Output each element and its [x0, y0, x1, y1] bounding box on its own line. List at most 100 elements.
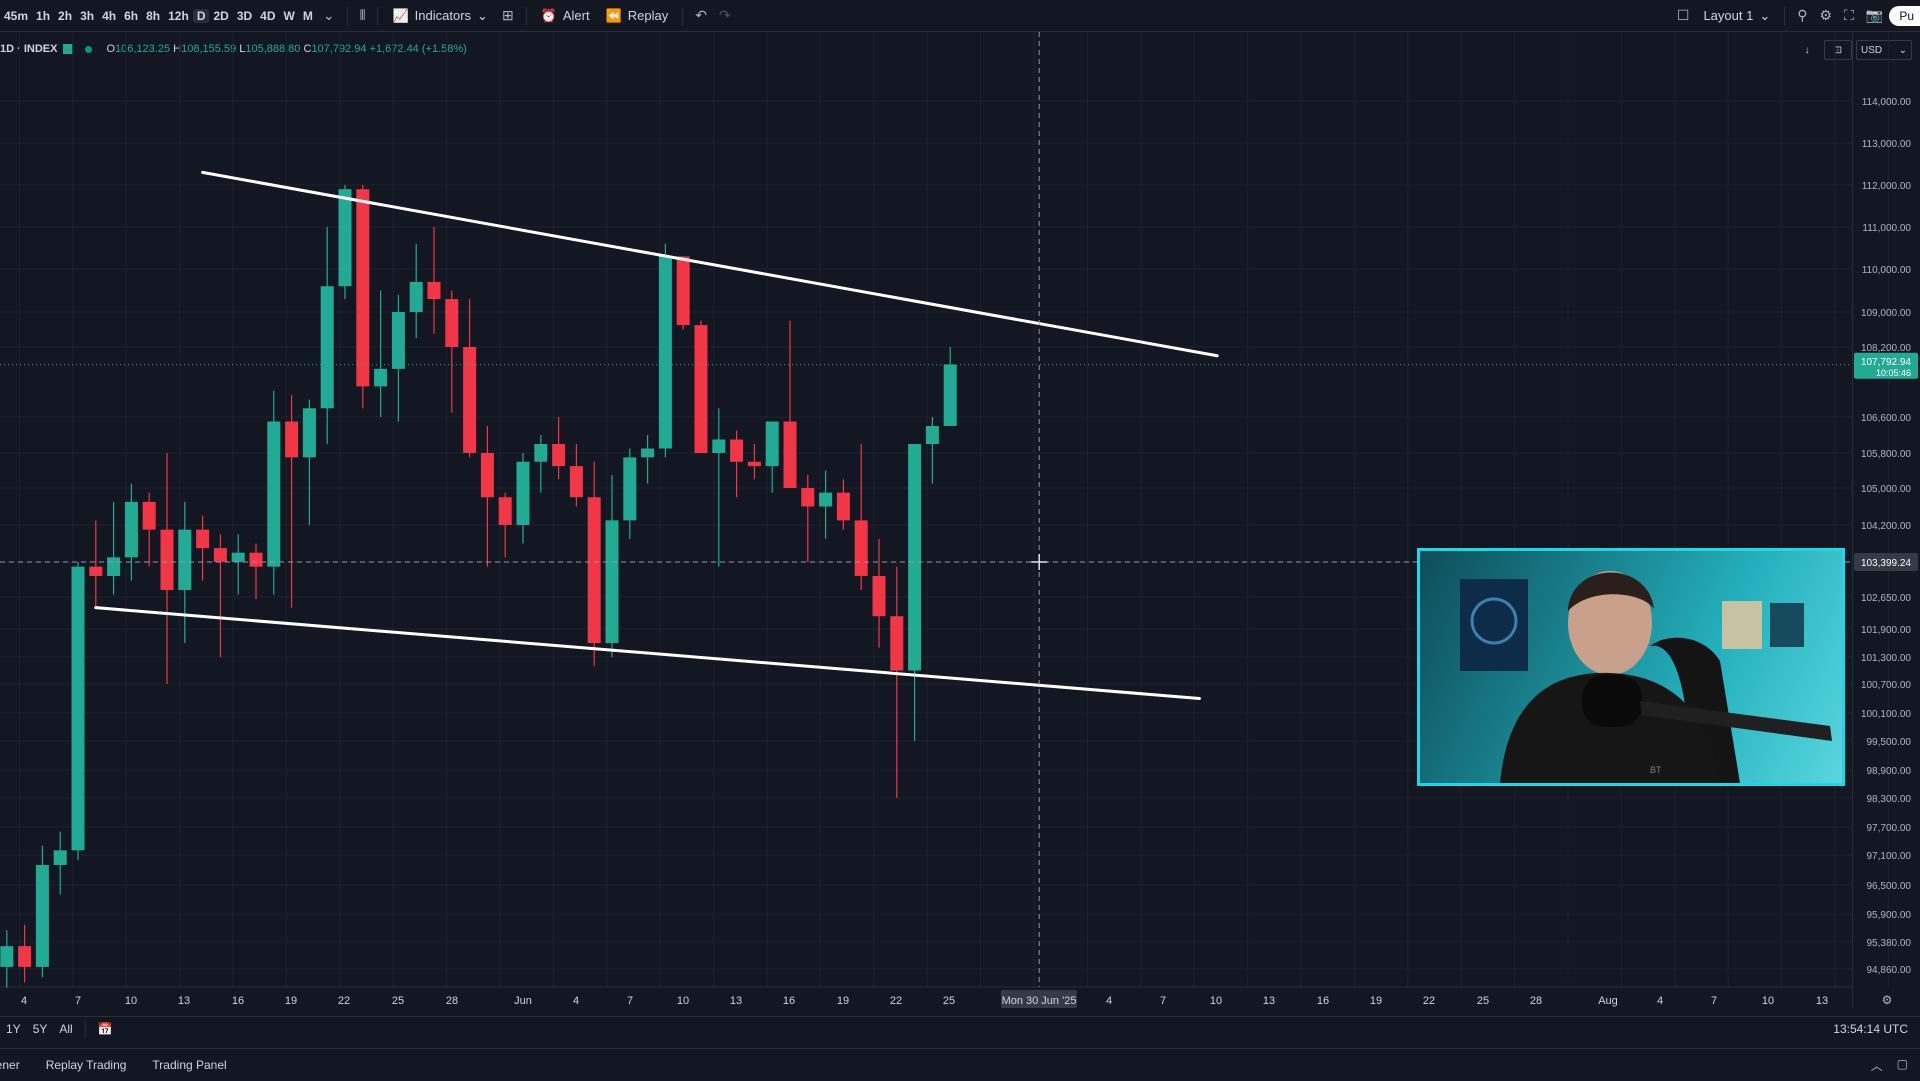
scale-tools: ↓ ⊡ USD ⌄ — [1794, 40, 1912, 60]
candle-body — [124, 501, 138, 558]
download-arrow-icon[interactable]: ↓ — [1804, 44, 1810, 56]
timeframe-6h[interactable]: 6h — [124, 8, 139, 23]
candle-body — [890, 616, 904, 671]
poster-left — [1460, 579, 1528, 671]
tab-screener[interactable]: Screener — [0, 1058, 20, 1072]
price-chart[interactable]: 4 7 10 13 16 19 22 25 28 Jun 4 7 10 13 16 19 22 25 Mon 30 … — [0, 32, 1920, 1008]
timeframe-1h[interactable]: 1h — [36, 8, 51, 23]
timeframe-3h[interactable]: 3h — [80, 8, 95, 23]
utc-clock[interactable]: 13:54:14 UTC — [1833, 1022, 1908, 1036]
candle-body — [569, 466, 583, 498]
candles-icon[interactable]: ⫴ — [359, 7, 366, 23]
timeframe-3d[interactable]: 3D — [236, 8, 253, 23]
y-tick-label: 105,800.00 — [1861, 449, 1911, 460]
replay-button[interactable]: ⏪ Replay — [598, 8, 677, 24]
timeframe-m[interactable]: M — [302, 8, 313, 23]
tab-replay-trading[interactable]: Replay Trading — [45, 1058, 127, 1072]
redo-icon[interactable]: ↷ — [718, 7, 731, 23]
x-tick-label: Mon 30 Jun '25 — [1002, 995, 1077, 1007]
candle-body — [712, 439, 726, 453]
bitcoin-poster-icon — [1470, 597, 1518, 645]
trendline[interactable] — [201, 170, 1219, 358]
publish-button[interactable]: Pu — [1889, 5, 1920, 26]
range-divider — [84, 1021, 86, 1037]
x-tick-label: 13 — [1263, 995, 1275, 1007]
camera-icon[interactable]: 📷 — [1865, 7, 1884, 23]
candle-body — [765, 421, 779, 467]
x-tick-label: 22 — [338, 995, 350, 1007]
indicators-button[interactable]: 📈 Indicators ⌄ — [384, 8, 495, 24]
timeframe-4h[interactable]: 4h — [102, 8, 117, 23]
symbol-legend: 1D · INDEX O106,123.25 H108,155.59 L105,… — [0, 40, 467, 58]
candle-body — [302, 408, 316, 458]
indicators-icon: 📈 — [392, 7, 409, 23]
layout-label: Layout 1 — [1703, 8, 1754, 23]
timeframe-w[interactable]: W — [283, 8, 295, 23]
fullscreen-icon[interactable]: ⛶ — [1844, 7, 1854, 23]
undo-icon[interactable]: ↶ — [695, 7, 707, 23]
top-toolbar: 45m 1h 2h 3h 4h 6h 8h 12h D 2D 3D 4D W M… — [0, 0, 1920, 32]
close-value: 107,792.94 — [311, 43, 367, 55]
webcam-scene: BT — [1460, 571, 1832, 783]
candle-body — [213, 548, 227, 562]
calendar-icon[interactable]: 📅 — [97, 1022, 113, 1036]
candle-body — [925, 426, 939, 444]
range-all[interactable]: All — [59, 1022, 73, 1036]
alert-label: Alert — [562, 8, 590, 23]
candle-body — [480, 453, 494, 498]
open-label: O — [106, 43, 116, 55]
candle-body — [498, 497, 512, 525]
layouts-grid-icon[interactable]: ⊞ — [501, 7, 514, 23]
candle-body — [872, 575, 886, 617]
timeframe-2d[interactable]: 2D — [213, 8, 229, 23]
maximize-panel-icon[interactable]: ▢ — [1896, 1056, 1908, 1071]
timeframe-d[interactable]: D — [192, 8, 210, 23]
currency-select[interactable]: USD ⌄ — [1856, 40, 1912, 60]
price-axis[interactable]: 114,000.00 113,000.00 112,000.00 111,000.00… — [1852, 32, 1920, 1008]
quick-search-icon[interactable]: ⚲ — [1797, 7, 1808, 23]
time-axis: 4 7 10 13 16 19 22 25 28 Jun 4 7 10 13 16 19 22 25 Mon 30 … — [0, 986, 1852, 1008]
timeframe-4d[interactable]: 4D — [260, 8, 276, 23]
candle-body — [231, 552, 245, 562]
timeframe-45m[interactable]: 45m — [4, 8, 29, 23]
trendline[interactable] — [94, 606, 1201, 700]
shirt-text: BT — [1650, 765, 1662, 775]
tab-trading-panel[interactable]: Trading Panel — [152, 1058, 227, 1072]
person-hoodie — [1500, 672, 1720, 783]
y-tick-label: 110,000.00 — [1862, 265, 1912, 276]
chevron-down-icon[interactable]: ⌄ — [322, 7, 335, 23]
scale-mode-icon[interactable]: ⊡ — [1824, 40, 1852, 60]
candle-body — [552, 444, 566, 467]
symbol-name[interactable]: 1D · INDEX — [0, 43, 58, 55]
chevron-up-icon[interactable]: ︿ — [1870, 1058, 1883, 1073]
timeframe-8h[interactable]: 8h — [146, 8, 161, 23]
candle-body — [605, 520, 619, 643]
candle-body — [338, 189, 352, 287]
panel-tabs: Screener Replay Trading Trading Panel ︿ … — [0, 1048, 1920, 1081]
axis-settings-icon[interactable]: ⚙ — [1882, 993, 1893, 1007]
y-tick-label: 104,200.00 — [1861, 521, 1911, 532]
x-tick-label: 13 — [178, 995, 190, 1007]
timeframe-12h[interactable]: 12h — [168, 8, 189, 23]
timeframe-2h[interactable]: 2h — [58, 8, 73, 23]
trendlines[interactable] — [94, 170, 1219, 700]
x-tick-label: 25 — [1477, 995, 1489, 1007]
y-tick-label: 96,500.00 — [1867, 881, 1912, 892]
alarm-clock-icon: ⏰ — [540, 7, 557, 23]
market-status-icon — [85, 45, 93, 53]
alert-button[interactable]: ⏰ Alert — [533, 8, 598, 24]
x-tick-label: 19 — [837, 995, 849, 1007]
range-1y[interactable]: 1Y — [6, 1022, 21, 1036]
range-5y[interactable]: 5Y — [32, 1022, 48, 1036]
gear-icon[interactable]: ⚙ — [1819, 7, 1833, 23]
x-tick-label: 25 — [392, 995, 404, 1007]
candle-body — [178, 529, 192, 590]
layout-square-icon[interactable]: ☐ — [1676, 7, 1690, 23]
y-tick-label: 100,100.00 — [1861, 709, 1911, 720]
layout-button[interactable]: Layout 1 ⌄ — [1695, 8, 1778, 24]
y-tick-label: 101,900.00 — [1861, 625, 1911, 636]
candle-body — [107, 557, 121, 576]
wall-frame-dark — [1770, 603, 1804, 647]
x-tick-label: 4 — [1657, 995, 1663, 1007]
indicators-label: Indicators — [414, 8, 472, 23]
